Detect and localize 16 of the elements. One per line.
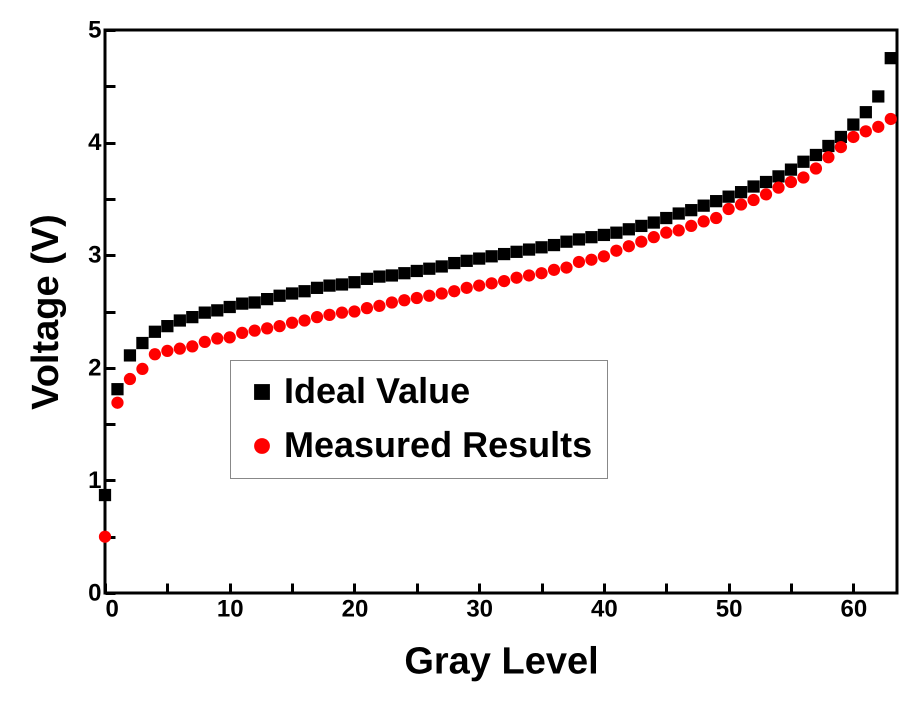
legend-label: Measured Results: [284, 424, 592, 465]
y-tick-label: 4: [88, 129, 102, 156]
x-tick-label: 30: [466, 596, 494, 622]
x-tick-label: 50: [716, 596, 742, 622]
legend-label: Ideal Value: [284, 370, 470, 411]
y-tick-label: 3: [88, 242, 102, 269]
y-tick-label: 1: [88, 466, 102, 494]
y-tick-label: 5: [88, 16, 102, 44]
y-axis-title: Voltage (V): [25, 214, 68, 410]
x-tick-label: 0: [106, 596, 119, 622]
x-tick-label: 40: [591, 596, 618, 622]
y-tick-label: 2: [88, 354, 102, 382]
x-tick-label: 60: [840, 596, 868, 622]
x-axis-title: Gray Level: [404, 640, 599, 682]
x-tick-label: 10: [216, 596, 244, 622]
x-tick-label: 20: [342, 596, 368, 622]
